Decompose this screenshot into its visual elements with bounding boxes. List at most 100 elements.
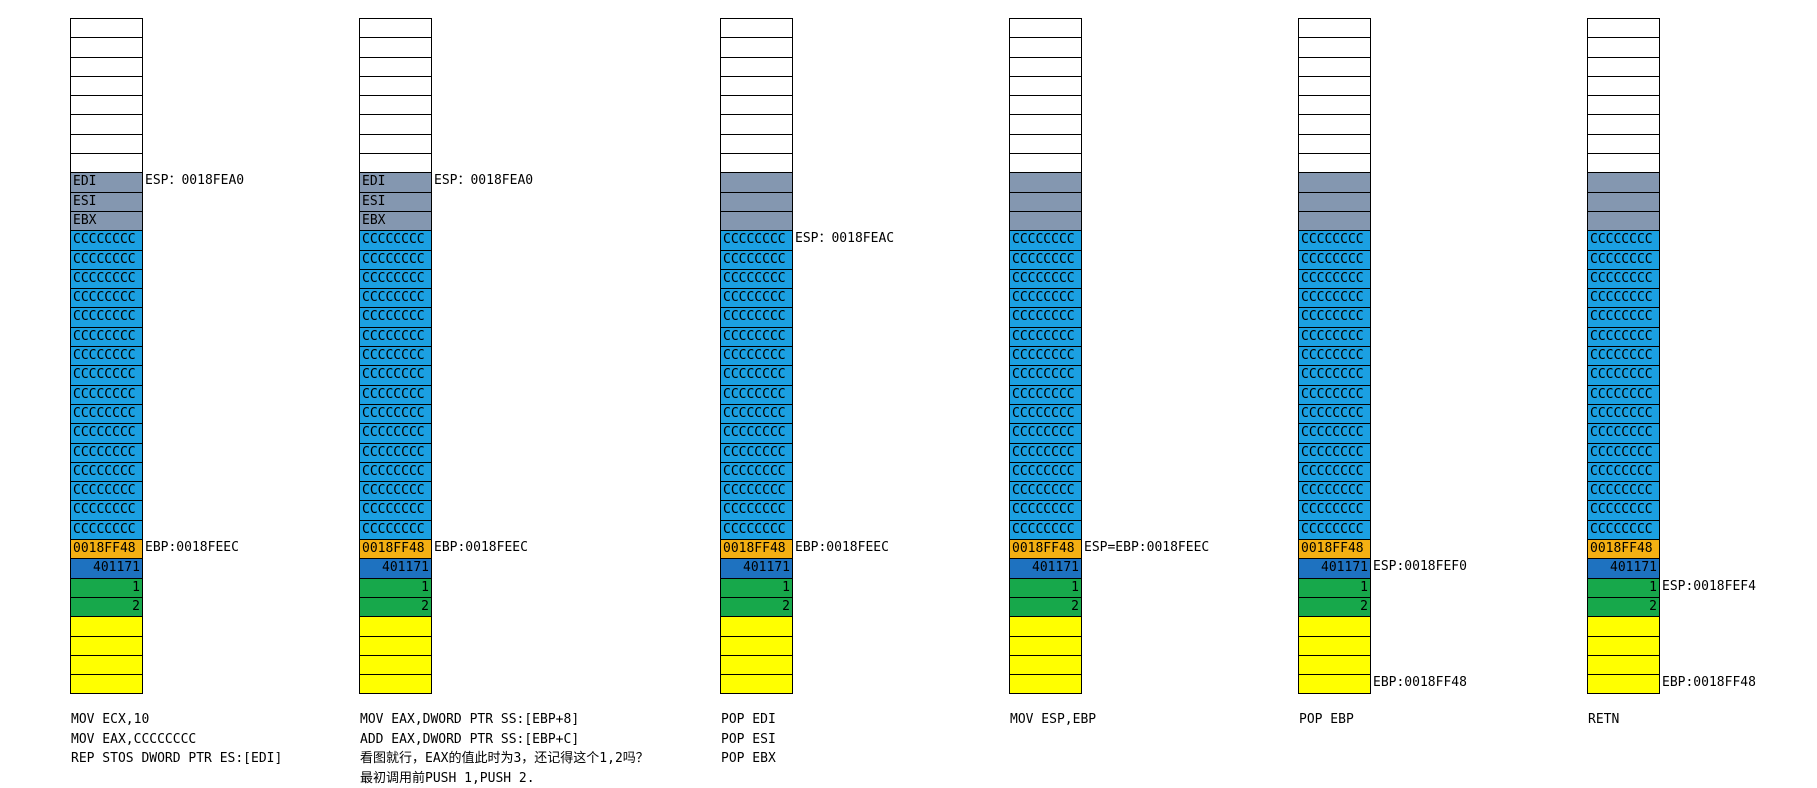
saved-ebp-slot: 0018FF48: [70, 540, 143, 559]
argument-slot: 1: [720, 579, 793, 598]
argument-slot: 1: [1298, 579, 1371, 598]
empty-slot: [70, 115, 143, 134]
buffer-slot: CCCCCCCC: [720, 366, 793, 385]
empty-slot: [359, 135, 432, 154]
saved-register-slot: [720, 193, 793, 212]
saved-register-slot: [1587, 193, 1660, 212]
instruction-notes: POP EBP: [1299, 710, 1354, 730]
instruction-line: POP EBX: [721, 749, 776, 769]
empty-slot: [1298, 58, 1371, 77]
buffer-slot: CCCCCCCC: [1587, 405, 1660, 424]
pointer-label: EBP:0018FF48: [1373, 674, 1467, 692]
buffer-slot: CCCCCCCC: [1298, 347, 1371, 366]
argument-slot: 2: [1298, 598, 1371, 617]
caller-frame-slot: [1587, 656, 1660, 675]
buffer-slot: CCCCCCCC: [1587, 424, 1660, 443]
buffer-slot: CCCCCCCC: [70, 231, 143, 250]
buffer-slot: CCCCCCCC: [1298, 366, 1371, 385]
buffer-slot: CCCCCCCC: [1009, 501, 1082, 520]
buffer-slot: CCCCCCCC: [1587, 501, 1660, 520]
buffer-slot: CCCCCCCC: [1009, 386, 1082, 405]
instruction-line: MOV EAX,CCCCCCCC: [71, 730, 282, 750]
buffer-slot: CCCCCCCC: [720, 501, 793, 520]
caller-frame-slot: [359, 617, 432, 636]
instruction-notes: MOV ESP,EBP: [1010, 710, 1096, 730]
buffer-slot: CCCCCCCC: [1587, 386, 1660, 405]
caller-frame-slot: [1298, 675, 1371, 694]
buffer-slot: CCCCCCCC: [70, 308, 143, 327]
empty-slot: [1298, 96, 1371, 115]
buffer-slot: CCCCCCCC: [70, 424, 143, 443]
saved-register-slot: EDI: [359, 173, 432, 192]
buffer-slot: CCCCCCCC: [1298, 231, 1371, 250]
caller-frame-slot: [720, 656, 793, 675]
buffer-slot: CCCCCCCC: [1587, 482, 1660, 501]
instruction-notes: RETN: [1588, 710, 1619, 730]
caller-frame-slot: [359, 656, 432, 675]
saved-register-slot: [1009, 193, 1082, 212]
caller-frame-slot: [70, 617, 143, 636]
buffer-slot: CCCCCCCC: [1298, 270, 1371, 289]
empty-slot: [720, 96, 793, 115]
buffer-slot: CCCCCCCC: [359, 521, 432, 540]
empty-slot: [1587, 115, 1660, 134]
buffer-slot: CCCCCCCC: [359, 270, 432, 289]
argument-slot: 1: [70, 579, 143, 598]
empty-slot: [1587, 19, 1660, 38]
argument-slot: 2: [359, 598, 432, 617]
buffer-slot: CCCCCCCC: [1009, 347, 1082, 366]
pointer-label: ESP=EBP:0018FEEC: [1084, 539, 1209, 557]
return-address-slot: 401171: [70, 559, 143, 578]
empty-slot: [359, 96, 432, 115]
buffer-slot: CCCCCCCC: [1298, 386, 1371, 405]
buffer-slot: CCCCCCCC: [1009, 463, 1082, 482]
saved-register-slot: [1587, 173, 1660, 192]
pointer-label: EBP:0018FEEC: [795, 539, 889, 557]
buffer-slot: CCCCCCCC: [1009, 308, 1082, 327]
buffer-slot: CCCCCCCC: [720, 444, 793, 463]
buffer-slot: CCCCCCCC: [70, 366, 143, 385]
empty-slot: [1009, 38, 1082, 57]
saved-register-slot: ESI: [70, 193, 143, 212]
buffer-slot: CCCCCCCC: [359, 444, 432, 463]
argument-slot: 1: [1587, 579, 1660, 598]
empty-slot: [1587, 135, 1660, 154]
empty-slot: [1587, 96, 1660, 115]
instruction-line: REP STOS DWORD PTR ES:[EDI]: [71, 749, 282, 769]
saved-ebp-slot: 0018FF48: [359, 540, 432, 559]
buffer-slot: CCCCCCCC: [359, 289, 432, 308]
instruction-line: MOV ECX,10: [71, 710, 282, 730]
caller-frame-slot: [70, 637, 143, 656]
empty-slot: [1298, 115, 1371, 134]
buffer-slot: CCCCCCCC: [1298, 521, 1371, 540]
empty-slot: [720, 77, 793, 96]
caller-frame-slot: [359, 675, 432, 694]
buffer-slot: CCCCCCCC: [1587, 444, 1660, 463]
saved-register-slot: [1298, 173, 1371, 192]
caller-frame-slot: [1009, 617, 1082, 636]
empty-slot: [359, 154, 432, 173]
instruction-line: MOV EAX,DWORD PTR SS:[EBP+8]: [360, 710, 649, 730]
instruction-line: 最初调用前PUSH 1,PUSH 2.: [360, 769, 649, 788]
pointer-label: ESP:0018FEF4: [1662, 578, 1756, 596]
buffer-slot: CCCCCCCC: [1298, 444, 1371, 463]
return-address-slot: 401171: [1298, 559, 1371, 578]
buffer-slot: CCCCCCCC: [359, 347, 432, 366]
saved-register-slot: [1009, 173, 1082, 192]
empty-slot: [720, 58, 793, 77]
buffer-slot: CCCCCCCC: [1009, 521, 1082, 540]
empty-slot: [1009, 96, 1082, 115]
buffer-slot: CCCCCCCC: [1587, 270, 1660, 289]
caller-frame-slot: [1298, 656, 1371, 675]
empty-slot: [359, 115, 432, 134]
buffer-slot: CCCCCCCC: [1009, 270, 1082, 289]
buffer-slot: CCCCCCCC: [1298, 328, 1371, 347]
buffer-slot: CCCCCCCC: [720, 463, 793, 482]
caller-frame-slot: [70, 675, 143, 694]
